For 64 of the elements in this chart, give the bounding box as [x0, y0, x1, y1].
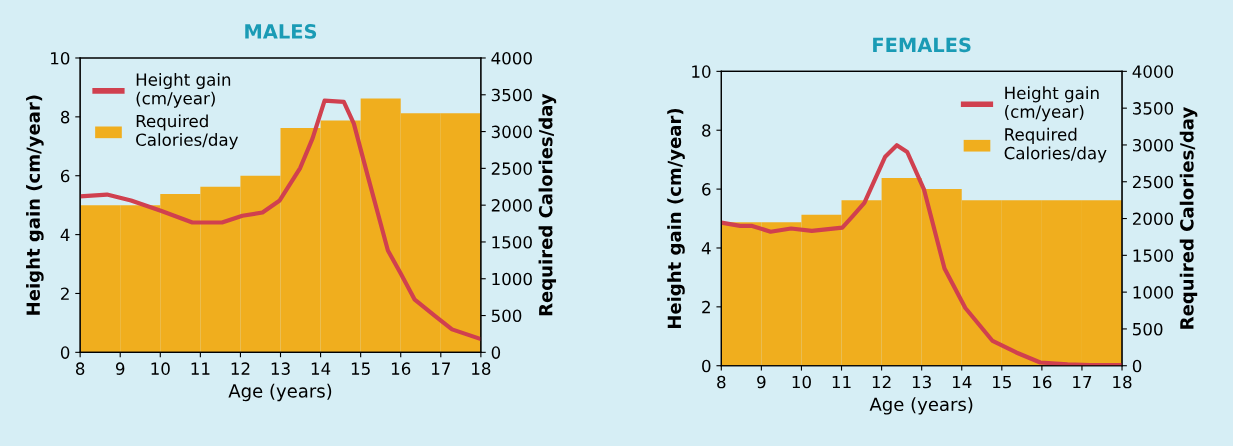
x-tick-label: 12	[231, 362, 250, 375]
legend-label: Required Calories/day	[136, 114, 239, 150]
x-tick-label: 15	[993, 375, 1011, 389]
chart-title: MALES	[245, 24, 317, 39]
x-tick-label: 16	[391, 362, 411, 375]
x-tick-label: 10	[151, 362, 170, 375]
y-tick-label: 2	[702, 300, 710, 314]
x-tick-label: 8	[75, 362, 85, 375]
chart-title: FEMALES	[873, 37, 971, 53]
y-tick-label: 2	[61, 287, 69, 300]
x-tick-label: 17	[1073, 375, 1092, 389]
y2-tick-label: 4000	[491, 51, 532, 65]
y2-tick-label: 2000	[1132, 212, 1174, 226]
y2-axis-title: Required Calories/day	[538, 93, 557, 316]
y2-axis-title: Required Calories/day	[1179, 107, 1198, 329]
x-tick-label: 12	[872, 375, 891, 389]
y-tick-label: 0	[702, 359, 711, 373]
y2-tick-label: 3500	[1133, 102, 1174, 115]
y-axis-title: Height gain (cm/year)	[667, 108, 685, 329]
y2-tick-label: 0	[1132, 359, 1142, 373]
y-axis-title: Height gain (cm/year)	[26, 95, 44, 315]
y-tick-label: 8	[60, 110, 70, 124]
x-tick-label: 11	[191, 362, 210, 375]
y2-tick-label: 1000	[492, 272, 532, 286]
y2-tick-label: 2500	[491, 162, 532, 175]
y2-tick-label: 1500	[1133, 249, 1174, 262]
y2-tick-label: 500	[1133, 322, 1163, 336]
y2-tick-label: 3500	[491, 88, 532, 102]
legend-label: Required Calories/day	[1004, 127, 1107, 163]
x-tick-label: 13	[271, 362, 290, 375]
y2-tick-label: 0	[491, 346, 501, 359]
x-tick-label: 18	[1113, 375, 1132, 389]
y2-tick-label: 3000	[1133, 138, 1174, 152]
y-tick-label: 8	[702, 124, 711, 137]
y-tick-label: 6	[60, 169, 70, 183]
x-tick-label: 14	[952, 375, 972, 389]
x-tick-label: 9	[115, 362, 125, 375]
y2-tick-label: 4000	[1132, 65, 1174, 78]
x-tick-label: 9	[757, 375, 766, 389]
x-tick-label: 14	[311, 362, 331, 375]
x-tick-label: 18	[472, 362, 491, 375]
x-axis-title: Age (years)	[228, 383, 332, 402]
x-tick-label: 17	[432, 362, 450, 375]
y2-tick-label: 1500	[492, 235, 532, 249]
y2-tick-label: 500	[491, 309, 522, 323]
x-tick-label: 13	[912, 375, 931, 389]
y-tick-label: 6	[702, 183, 711, 196]
legend-label: Height gain (cm/year)	[136, 72, 231, 108]
y-tick-label: 4	[701, 242, 711, 255]
y-tick-label: 4	[60, 228, 70, 241]
y-tick-label: 0	[60, 346, 70, 359]
y2-tick-label: 1000	[1133, 286, 1174, 299]
x-tick-label: 15	[351, 362, 370, 375]
y2-tick-label: 2000	[491, 199, 532, 212]
x-tick-label: 11	[832, 375, 851, 389]
y-tick-label: 10	[51, 51, 70, 65]
x-tick-label: 10	[792, 375, 811, 389]
x-tick-label: 8	[717, 375, 726, 389]
y2-tick-label: 3000	[491, 125, 532, 139]
legend-label: Height gain (cm/year)	[1005, 86, 1099, 122]
y-tick-label: 10	[692, 65, 711, 78]
x-tick-label: 16	[1033, 375, 1052, 389]
x-axis-title: Age (years)	[869, 397, 973, 415]
y2-tick-label: 2500	[1132, 175, 1174, 189]
